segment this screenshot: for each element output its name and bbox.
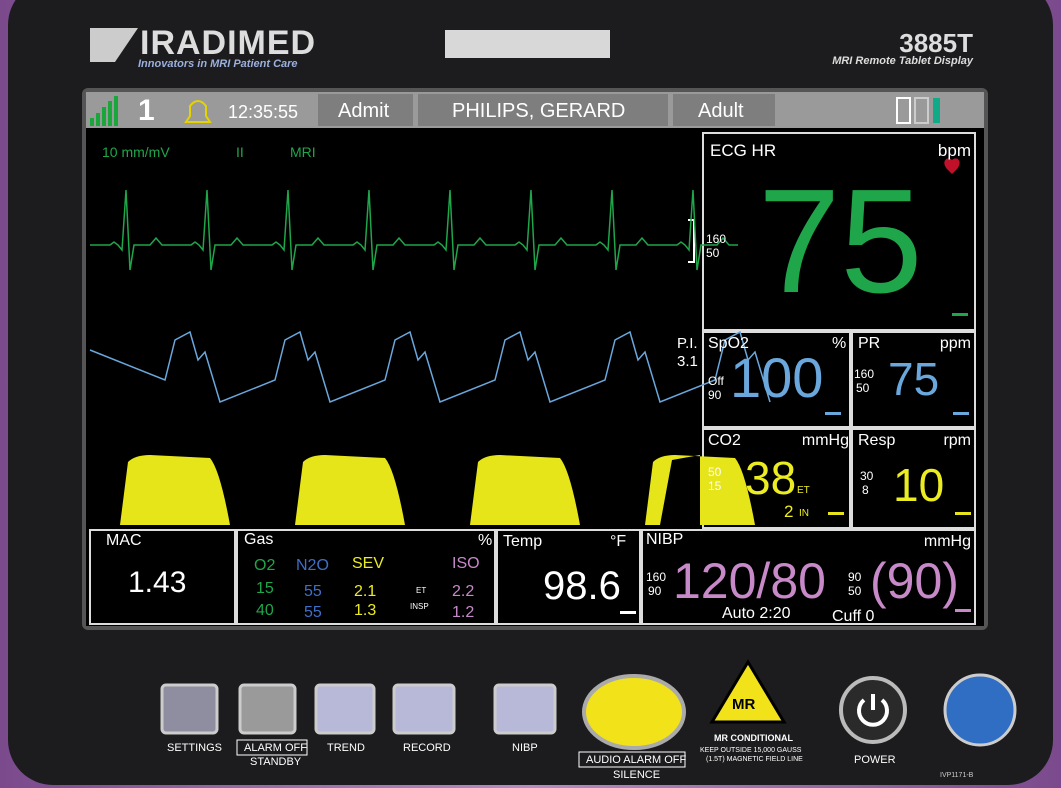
gas-insp: 40: [256, 603, 274, 619]
tagline: Innovators in MRI Patient Care: [138, 59, 298, 70]
pi-value: 3.1: [677, 354, 698, 369]
sensor-window: [445, 30, 610, 58]
device: IRADIMED Innovators in MRI Patient Care …: [0, 0, 1061, 788]
param-unit: °F: [610, 534, 626, 550]
settings-label[interactable]: SETTINGS: [167, 743, 222, 754]
alarm-low: 8: [862, 484, 869, 496]
model: 3885T: [899, 30, 973, 56]
co2-value: 38: [745, 455, 796, 501]
clock: 12:35:55: [228, 103, 298, 121]
silence-label[interactable]: SILENCE: [613, 770, 660, 781]
record-label[interactable]: RECORD: [403, 743, 451, 754]
gas-header: O2: [254, 558, 275, 574]
gas-et: 15: [256, 581, 274, 597]
ecg-lead: II: [236, 145, 244, 159]
trend-label[interactable]: TREND: [327, 743, 365, 754]
standby-label[interactable]: STANDBY: [250, 757, 301, 768]
param-unit: bpm: [938, 142, 971, 159]
alarm-high: 30: [860, 470, 873, 482]
et-label: ET: [797, 486, 810, 496]
pr-value: 75: [888, 356, 939, 402]
ecg-scale: 10 mm/mV: [102, 145, 170, 159]
et-label: ET: [416, 587, 426, 595]
alarm-low: 50: [706, 247, 719, 259]
gas-header: N2O: [296, 558, 329, 574]
patient-category[interactable]: Adult: [698, 101, 744, 121]
bed-number[interactable]: 1: [138, 96, 155, 126]
param-label: Resp: [858, 433, 895, 449]
admit-button[interactable]: Admit: [338, 101, 389, 121]
pi-label: P.I.: [677, 336, 698, 351]
alarm-low: 90: [708, 389, 721, 401]
param-label: MAC: [106, 533, 142, 549]
gas-et: 2.1: [354, 584, 376, 600]
alarm-low: 50: [856, 382, 869, 394]
param-label: NIBP: [646, 532, 683, 548]
gas-insp: 1.3: [354, 603, 376, 619]
nibp-cuff: Cuff 0: [832, 609, 874, 625]
nibp-map: (90): [870, 556, 959, 606]
param-unit: %: [478, 533, 492, 549]
param-label: Temp: [503, 534, 542, 550]
spo2-value: 100: [730, 350, 823, 406]
alarm-low: 90: [648, 585, 661, 597]
mr-warning: KEEP OUTSIDE 15,000 GAUSS: [700, 747, 801, 754]
gas-et: 2.2: [452, 584, 474, 600]
resp-value: 10: [893, 462, 944, 508]
alarm-high: Off: [708, 375, 724, 387]
model-subtitle: MRI Remote Tablet Display: [832, 56, 973, 67]
param-label: Gas: [244, 532, 273, 548]
alarm-high: 160: [646, 571, 666, 583]
alarm-low: 15: [708, 480, 721, 492]
param-unit: %: [832, 336, 846, 352]
co2-inspired: 2: [784, 503, 793, 520]
gas-header: ISO: [452, 556, 480, 572]
gas-header: SEV: [352, 556, 384, 572]
param-unit: mmHg: [924, 534, 971, 550]
mr-conditional: MR CONDITIONAL: [714, 734, 793, 743]
param-unit: rpm: [943, 433, 971, 449]
ecg-filter: MRI: [290, 145, 316, 159]
alarm-high: 160: [706, 233, 726, 245]
param-label: PR: [858, 336, 880, 352]
nibp-label[interactable]: NIBP: [512, 743, 538, 754]
hr-value: 75: [758, 168, 923, 316]
nibp-value: 120/80: [673, 556, 826, 606]
power-label[interactable]: POWER: [854, 755, 896, 766]
gas-insp: 1.2: [452, 605, 474, 621]
brand: IRADIMED: [140, 26, 316, 60]
in-label: IN: [799, 509, 809, 519]
patient-name[interactable]: PHILIPS, GERARD: [452, 101, 625, 121]
param-label: ECG HR: [710, 142, 776, 159]
alarm-low: 50: [848, 585, 861, 597]
param-unit: mmHg: [802, 433, 849, 449]
nibp-mode[interactable]: Auto 2:20: [722, 606, 791, 622]
gas-insp: 55: [304, 605, 322, 621]
temp-value: 98.6: [543, 566, 621, 606]
mr-badge: MR: [732, 697, 755, 712]
mac-value: 1.43: [128, 568, 186, 598]
alarm-off-label[interactable]: ALARM OFF: [244, 743, 307, 754]
alarm-high: 90: [848, 571, 861, 583]
alarm-high: 50: [708, 466, 721, 478]
param-unit: ppm: [940, 336, 971, 352]
part-number: IVP1171-B: [940, 772, 973, 779]
alarm-high: 160: [854, 368, 874, 380]
insp-label: INSP: [410, 603, 429, 611]
param-label: CO2: [708, 433, 741, 449]
audio-alarm-off-label[interactable]: AUDIO ALARM OFF: [586, 755, 686, 766]
gas-et: 55: [304, 584, 322, 600]
mr-warning: (1.5T) MAGNETIC FIELD LINE: [706, 756, 803, 763]
